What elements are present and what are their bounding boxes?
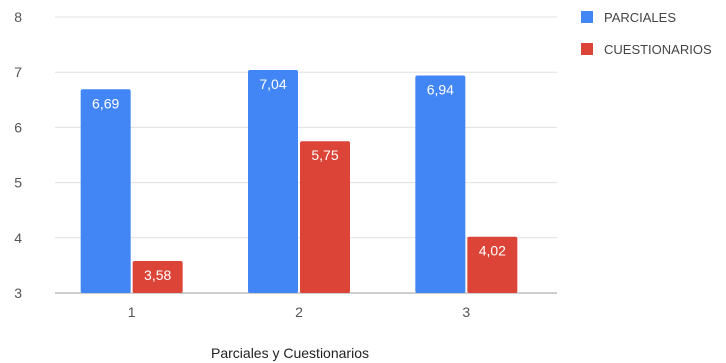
legend-label: CUESTIONARIOS	[604, 42, 712, 57]
y-tick-label: 7	[14, 64, 22, 80]
bar-parciales-3	[415, 75, 466, 294]
legend: PARCIALES CUESTIONARIOS	[581, 10, 712, 57]
y-tick-label: 5	[14, 175, 22, 191]
data-label: 3,58	[144, 267, 171, 283]
legend-label: PARCIALES	[604, 10, 676, 25]
data-label: 6,69	[92, 95, 119, 111]
data-label: 6,94	[427, 82, 454, 98]
y-tick-label: 4	[14, 230, 22, 246]
data-label: 4,02	[479, 243, 506, 259]
bar-cuestionarios-1	[132, 260, 183, 293]
x-axis-ticks: 1 2 3	[128, 304, 471, 320]
y-axis-ticks: 3 4 5 6 7 8	[14, 9, 22, 301]
bar-cuestionarios-2	[300, 141, 350, 293]
x-tick-label: 2	[295, 304, 303, 320]
data-label: 5,75	[311, 147, 338, 163]
legend-swatch	[581, 43, 593, 55]
x-axis-title: Parciales y Cuestionarios	[211, 345, 369, 361]
y-tick-label: 8	[14, 9, 22, 25]
y-tick-label: 3	[14, 285, 22, 301]
legend-swatch	[581, 11, 593, 23]
bar-parciales-2	[248, 69, 298, 293]
bar-parciales-1	[80, 89, 131, 293]
data-label: 7,04	[259, 76, 286, 92]
x-tick-label: 3	[462, 304, 470, 320]
bars: 6,69 3,58 7,04 5,75 6,94 4,02	[80, 69, 518, 294]
y-tick-label: 6	[14, 119, 22, 135]
x-tick-label: 1	[128, 304, 136, 320]
bar-cuestionarios-3	[467, 236, 518, 293]
